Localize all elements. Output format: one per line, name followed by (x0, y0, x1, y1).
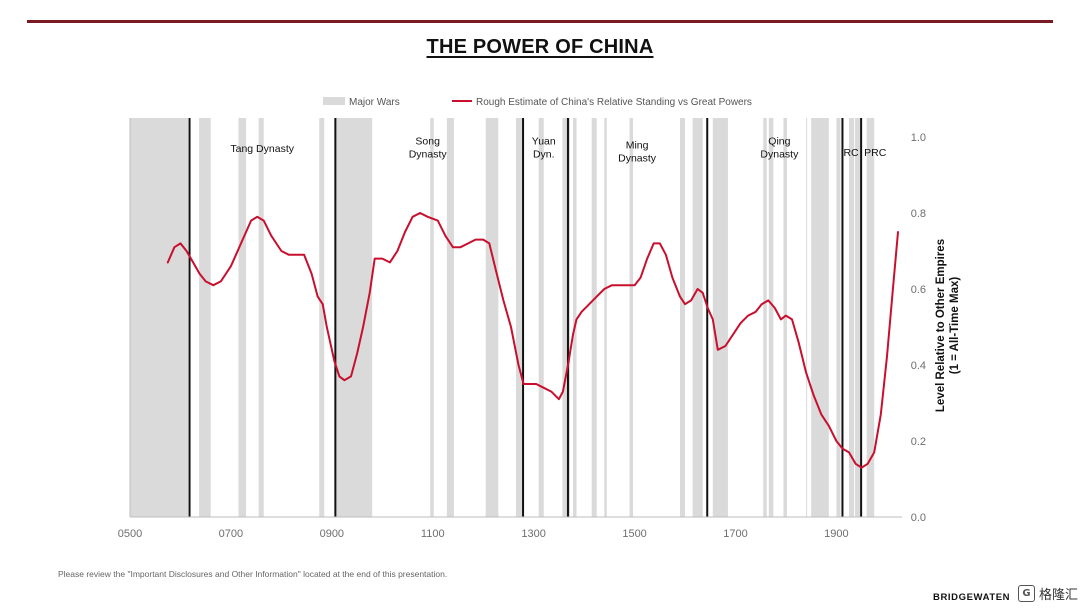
legend-label-line: Rough Estimate of China's Relative Stand… (476, 97, 752, 108)
war-band (855, 118, 862, 517)
war-band (811, 118, 829, 517)
x-tick-label: 0900 (320, 528, 344, 540)
x-tick-label: 0700 (219, 528, 243, 540)
war-band (562, 118, 570, 517)
dynasty-label: Ming Dynasty (618, 139, 657, 164)
war-band (629, 118, 634, 517)
war-band (712, 118, 728, 517)
war-band (679, 118, 686, 517)
page-title: THE POWER OF CHINA (0, 36, 1080, 59)
watermark-text: 格隆汇 (1039, 588, 1079, 603)
watermark: G 格隆汇 (1018, 584, 1078, 603)
x-tick-label: 0500 (118, 528, 142, 540)
war-band (763, 118, 767, 517)
x-tick-label: 1100 (421, 528, 445, 540)
top-accent-rule (27, 20, 1053, 23)
x-tick-label: 1300 (521, 528, 545, 540)
watermark-logo-icon: G (1018, 585, 1035, 602)
war-band (516, 118, 524, 517)
y-tick-label: 0.2 (911, 436, 926, 448)
war-band (538, 118, 544, 517)
war-band (446, 118, 454, 517)
war-band (258, 118, 264, 517)
war-band (849, 118, 855, 517)
legend-label-wars: Major Wars (349, 97, 400, 108)
war-band (591, 118, 597, 517)
x-tick-label: 1900 (824, 528, 848, 540)
series-line (166, 212, 899, 469)
war-band (485, 118, 499, 517)
y-axis-subtitle: (1 = All-Time Max) (949, 277, 961, 375)
war-band (319, 118, 325, 517)
war-band (783, 118, 787, 517)
y-tick-label: 0.8 (911, 208, 926, 220)
dynasty-label: Tang Dynasty (230, 143, 294, 155)
legend-swatch-wars (323, 97, 345, 105)
war-band (199, 118, 211, 517)
dynasty-label: Qing Dynasty (760, 136, 799, 161)
dynasty-label: Yuan Dyn. (532, 136, 556, 161)
disclaimer-text: Please review the "Important Disclosures… (58, 569, 448, 579)
y-tick-label: 1.0 (911, 132, 926, 144)
brand-logo-text: BRIDGEWATEN (933, 592, 1011, 603)
war-band (430, 118, 434, 517)
war-band (604, 118, 607, 517)
war-band (836, 118, 841, 517)
war-band (768, 118, 774, 517)
war-band (238, 118, 247, 517)
war-band (806, 118, 808, 517)
war-band (573, 118, 577, 517)
dynasty-label: PRC (864, 147, 887, 159)
x-tick-label: 1700 (723, 528, 747, 540)
y-tick-label: 0.4 (911, 360, 926, 372)
y-tick-label: 0.0 (911, 512, 926, 524)
war-band (335, 118, 373, 517)
war-band (692, 118, 703, 517)
dynasty-label: RC (843, 147, 859, 159)
y-axis-title: Level Relative to Other Empires (935, 239, 947, 412)
y-tick-label: 0.6 (911, 284, 926, 296)
war-band (130, 118, 189, 517)
x-tick-label: 1500 (622, 528, 646, 540)
page-title-text: THE POWER OF CHINA (426, 36, 654, 58)
dynasty-label: Song Dynasty (409, 136, 448, 161)
war-band (866, 118, 875, 517)
